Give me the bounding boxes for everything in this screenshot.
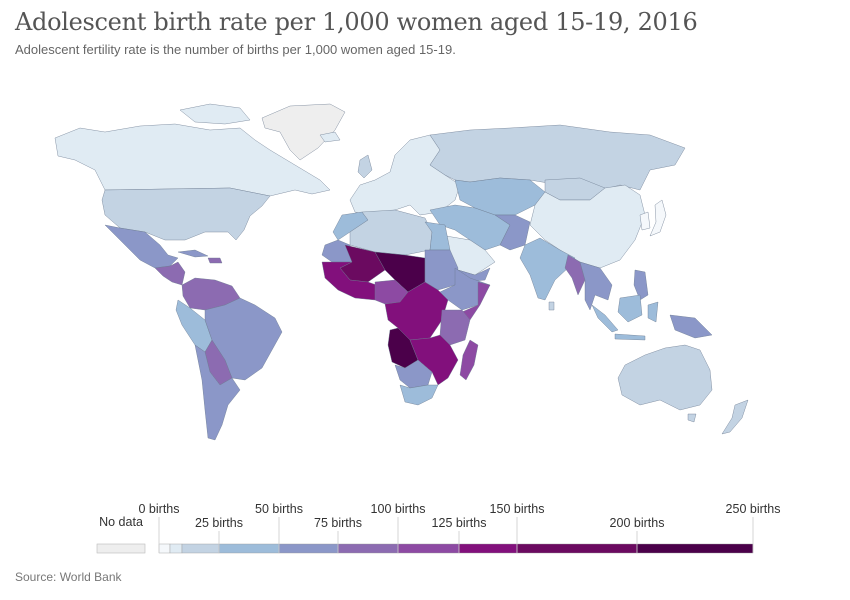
- region-sulawesi[interactable]: [647, 301, 659, 323]
- region-papua[interactable]: [669, 314, 713, 339]
- map-countries: [54, 103, 749, 441]
- legend-bin-100-125: [397, 543, 460, 554]
- legend-no-data-swatch: [96, 543, 146, 554]
- region-india[interactable]: [519, 237, 576, 301]
- region-korea[interactable]: [639, 211, 651, 231]
- region-cuba[interactable]: [177, 249, 209, 258]
- legend-bin-5-10: [169, 543, 183, 554]
- region-greenland[interactable]: [261, 103, 346, 161]
- chart-title: Adolescent birth rate per 1,000 women ag…: [15, 8, 698, 36]
- region-sudan[interactable]: [424, 249, 459, 291]
- region-japan[interactable]: [649, 199, 667, 237]
- region-namibia-botswana[interactable]: [394, 359, 433, 389]
- region-philippines[interactable]: [633, 269, 649, 301]
- region-uk[interactable]: [357, 154, 373, 179]
- legend-tick-label: 200 births: [610, 516, 665, 530]
- legend: No data 0 births 25 births 50 births 75 bir…: [96, 502, 781, 554]
- region-central-america[interactable]: [154, 261, 186, 286]
- legend-no-data-label: No data: [99, 515, 143, 529]
- region-arctic-islands[interactable]: [179, 103, 251, 125]
- legend-bin-150-200: [516, 543, 638, 554]
- region-canada[interactable]: [54, 123, 331, 197]
- legend-bin-125-150: [458, 543, 518, 554]
- legend-bin-75-100: [337, 543, 399, 554]
- legend-bin-50-75: [278, 543, 339, 554]
- region-southeast-asia[interactable]: [579, 261, 613, 311]
- region-java[interactable]: [614, 333, 646, 341]
- source-note: Source: World Bank: [15, 570, 122, 584]
- region-russia[interactable]: [429, 124, 686, 193]
- region-usa[interactable]: [101, 187, 271, 241]
- legend-tick-label: 50 births: [255, 502, 303, 516]
- legend-tick-label: 250 births: [726, 502, 781, 516]
- region-australia[interactable]: [617, 344, 713, 411]
- legend-bin-0-5: [158, 543, 171, 554]
- legend-bin-25-50: [218, 543, 280, 554]
- legend-tick-label: 75 births: [314, 516, 362, 530]
- region-sumatra[interactable]: [591, 304, 619, 333]
- legend-tick-label: 100 births: [371, 502, 426, 516]
- region-mexico[interactable]: [104, 224, 179, 269]
- region-new-zealand[interactable]: [721, 399, 749, 435]
- legend-tick-label: 25 births: [195, 516, 243, 530]
- region-hispaniola[interactable]: [207, 257, 223, 264]
- region-madagascar[interactable]: [459, 339, 479, 381]
- region-iceland[interactable]: [319, 131, 341, 143]
- region-borneo[interactable]: [617, 294, 643, 323]
- region-south-africa[interactable]: [399, 384, 439, 406]
- region-afghanistan-pakistan[interactable]: [494, 214, 531, 251]
- legend-tick-label: 150 births: [490, 502, 545, 516]
- legend-tick-label: 0 births: [139, 502, 180, 516]
- region-sri-lanka[interactable]: [548, 301, 555, 311]
- legend-bin-10-25: [181, 543, 220, 554]
- chart-subtitle: Adolescent fertility rate is the number …: [15, 42, 456, 57]
- region-argentina-chile[interactable]: [194, 344, 241, 441]
- legend-bin-200-250: [636, 543, 754, 554]
- region-tasmania[interactable]: [687, 413, 697, 423]
- region-china[interactable]: [529, 184, 646, 269]
- legend-tick-label: 125 births: [432, 516, 487, 530]
